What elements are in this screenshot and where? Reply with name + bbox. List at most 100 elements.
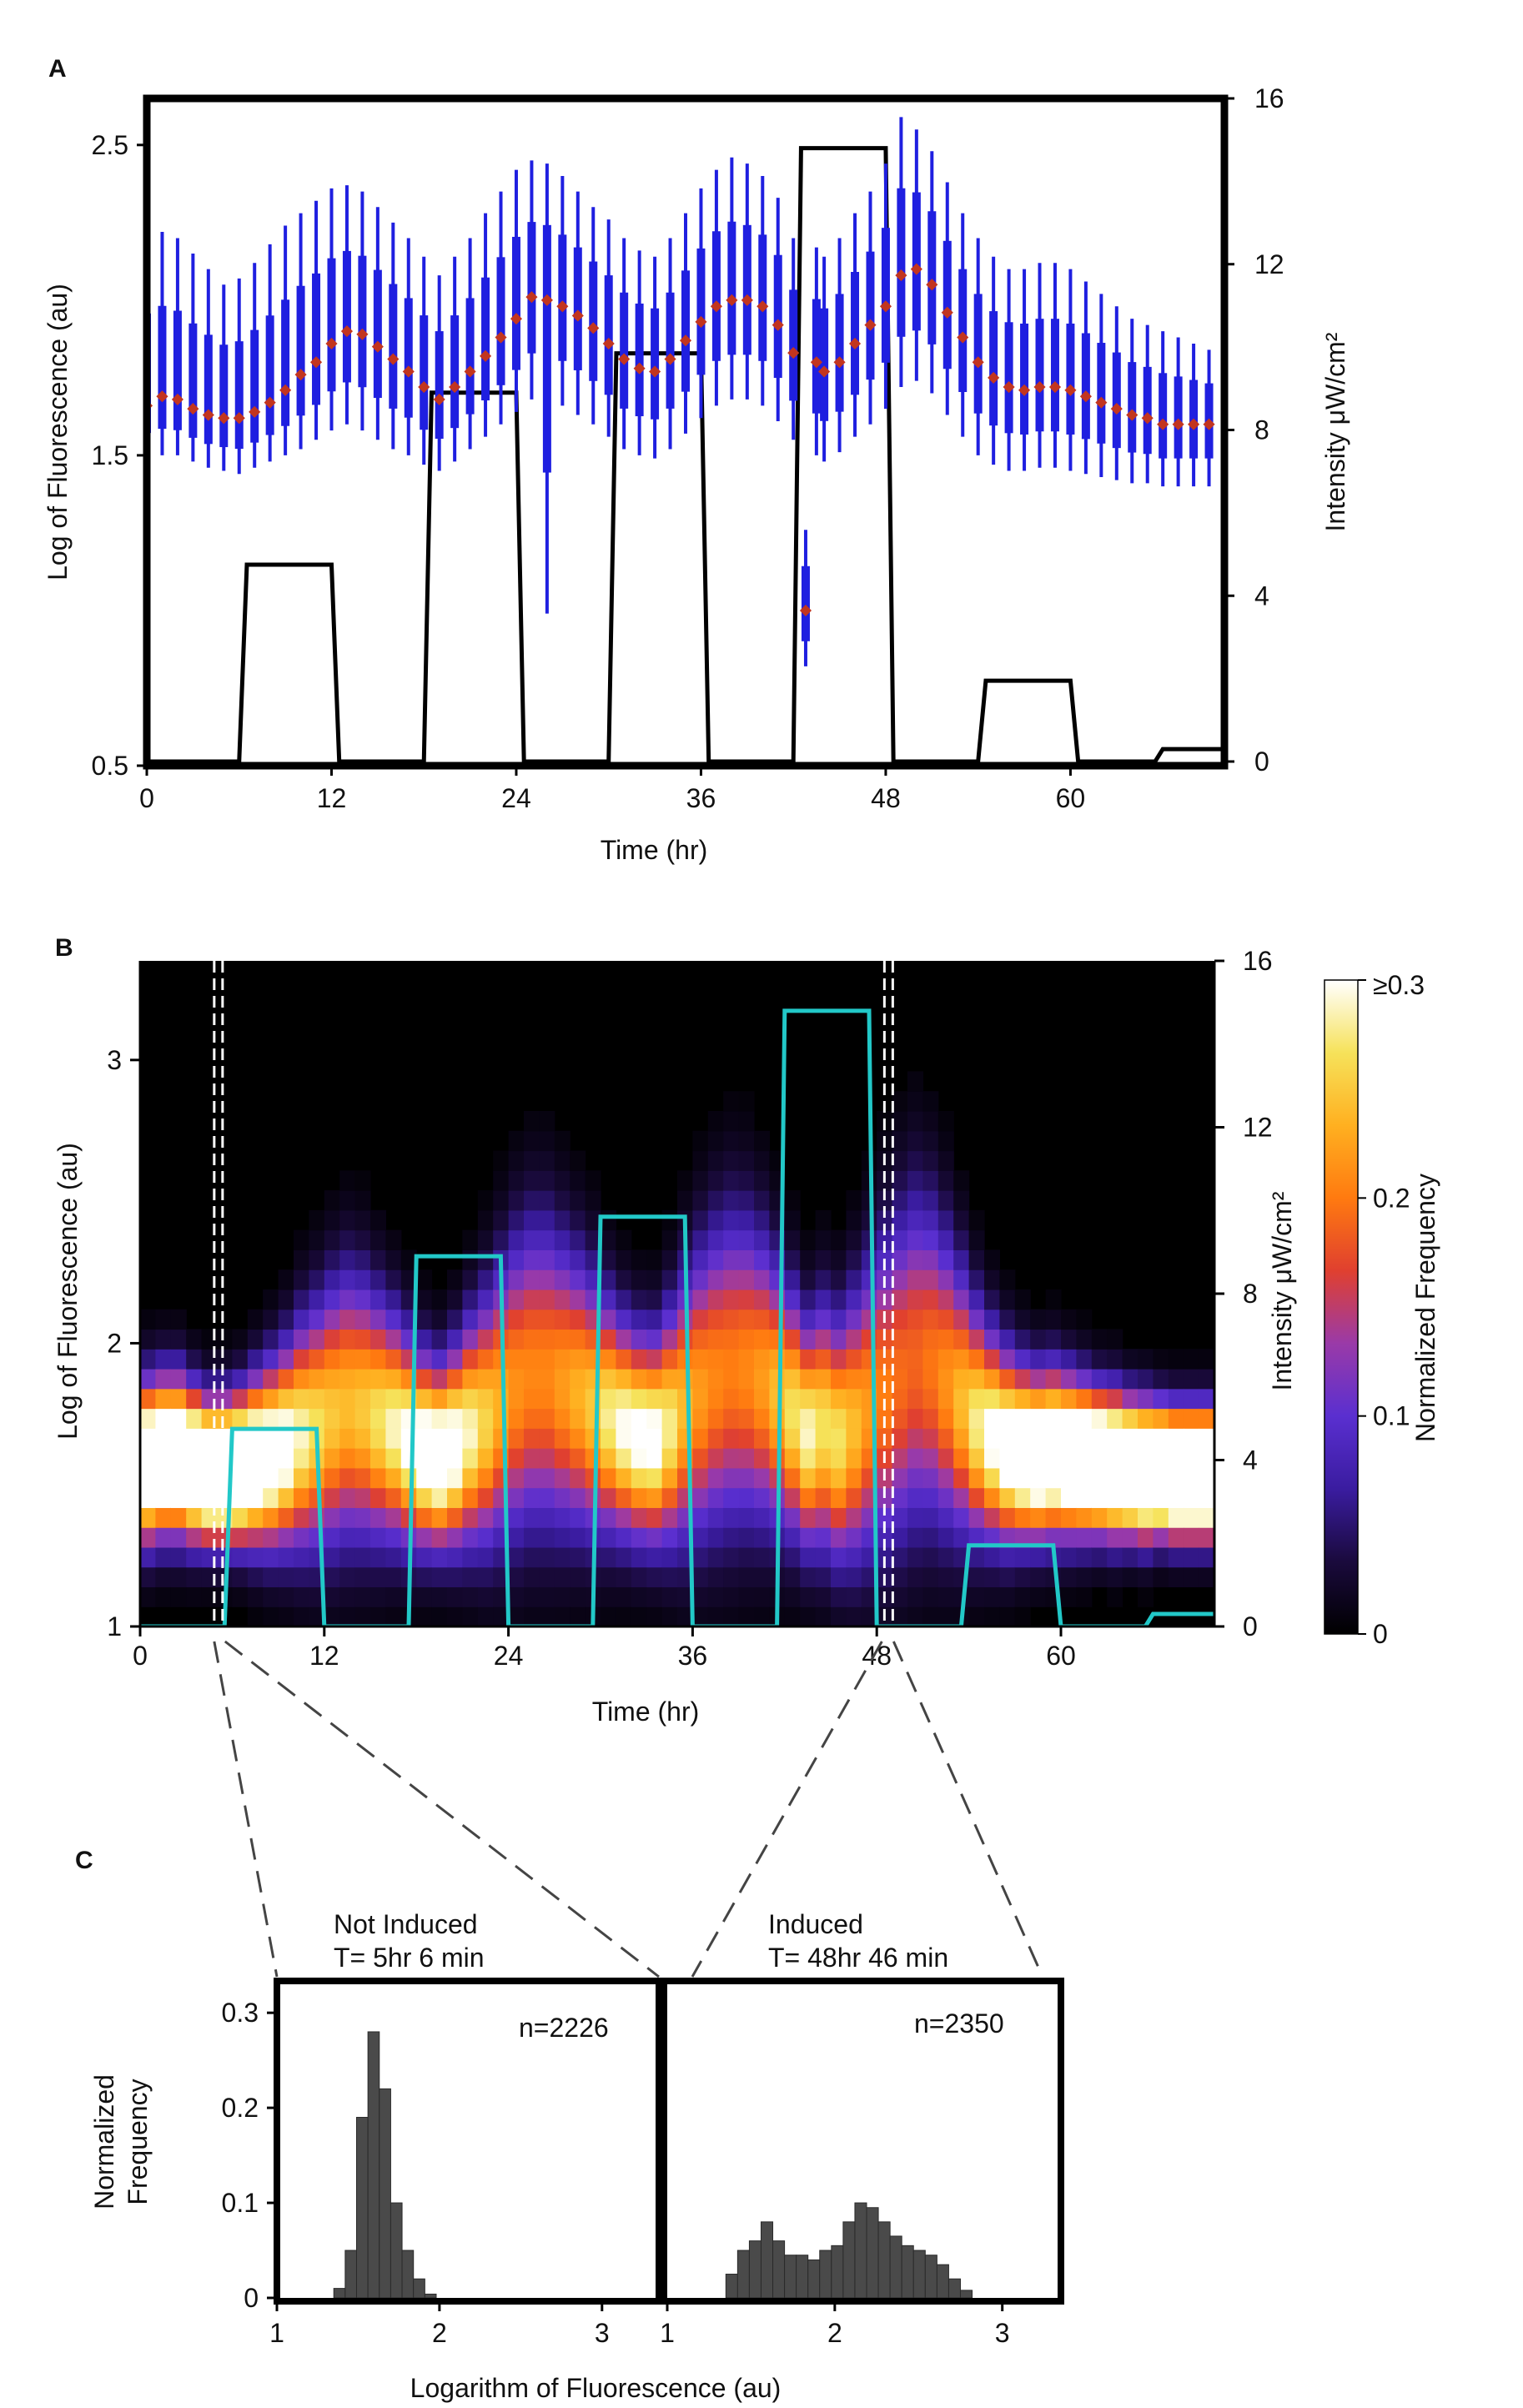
zoom-connector-lines bbox=[213, 1640, 1044, 1978]
heatmap-cell bbox=[754, 1487, 770, 1508]
heatmap-cell bbox=[907, 1110, 923, 1132]
median-marker bbox=[1126, 409, 1138, 421]
y-right-tick-label: 12 bbox=[1243, 1113, 1273, 1143]
heatmap-cell bbox=[907, 1606, 923, 1626]
heatmap-cell bbox=[984, 1368, 1000, 1390]
heatmap-cell bbox=[968, 1448, 985, 1469]
box-iqr bbox=[265, 315, 274, 435]
heatmap-cell bbox=[1045, 1428, 1062, 1449]
panel-c-left-n: n=2226 bbox=[519, 2013, 609, 2043]
heatmap-cell bbox=[1184, 1487, 1200, 1508]
heatmap-cell bbox=[937, 1170, 954, 1191]
heatmap-cell bbox=[800, 1388, 817, 1410]
heatmap-cell bbox=[968, 1229, 985, 1250]
heatmap-cell bbox=[493, 1586, 510, 1607]
median-marker bbox=[1048, 380, 1062, 394]
heatmap-cell bbox=[1199, 1368, 1214, 1390]
y-right-tick-label: 16 bbox=[1254, 83, 1284, 113]
heatmap-cell bbox=[1061, 1428, 1077, 1449]
heatmap-cell bbox=[1153, 1448, 1169, 1469]
panel-a-frame bbox=[143, 94, 1229, 770]
heatmap-cell bbox=[462, 1269, 479, 1290]
box-iqr bbox=[927, 211, 937, 344]
heatmap-cell bbox=[815, 1546, 832, 1568]
heatmap-cell bbox=[738, 1566, 755, 1588]
heatmap-cell bbox=[1091, 1467, 1108, 1489]
heatmap-cell bbox=[846, 1507, 862, 1528]
heatmap-cell bbox=[1168, 1566, 1184, 1588]
histogram-bar bbox=[924, 2255, 937, 2299]
heatmap-cell bbox=[616, 1527, 632, 1548]
heatmap-cell bbox=[524, 1467, 540, 1489]
heatmap-cell bbox=[999, 1368, 1016, 1390]
heatmap-cell bbox=[692, 1566, 709, 1588]
heatmap-cell bbox=[922, 1586, 939, 1607]
heatmap-cell bbox=[570, 1349, 586, 1370]
heatmap-cell bbox=[140, 1428, 156, 1449]
heatmap-cell bbox=[370, 1368, 386, 1390]
heatmap-cell bbox=[477, 1527, 494, 1548]
panel-b-ylabel-right: Intensity μW/cm² bbox=[1267, 1191, 1297, 1390]
box-iqr bbox=[327, 258, 336, 392]
heatmap-cell bbox=[462, 1606, 479, 1626]
panel-c-left-title: Not Induced bbox=[334, 1909, 478, 1939]
heatmap-cell bbox=[385, 1566, 402, 1588]
heatmap-cell bbox=[1030, 1507, 1047, 1528]
heatmap-cell bbox=[968, 1606, 985, 1626]
heatmap-cell bbox=[324, 1388, 340, 1410]
heatmap-cell bbox=[754, 1209, 770, 1231]
median-marker bbox=[664, 353, 676, 365]
heatmap-cell bbox=[1184, 1428, 1200, 1449]
heatmap-cell bbox=[601, 1269, 616, 1290]
y-right-tick-label: 8 bbox=[1243, 1279, 1258, 1309]
heatmap-cell bbox=[278, 1408, 294, 1429]
heatmap-cell bbox=[1168, 1428, 1184, 1449]
heatmap-cell bbox=[324, 1566, 340, 1588]
heatmap-cell bbox=[370, 1249, 386, 1270]
heatmap-cell bbox=[462, 1289, 479, 1310]
heatmap-cell bbox=[1107, 1448, 1123, 1469]
box-iqr bbox=[711, 231, 721, 361]
heatmap-cell bbox=[1153, 1408, 1169, 1429]
heatmap-cell bbox=[754, 1249, 770, 1270]
heatmap-cell bbox=[524, 1269, 540, 1290]
heatmap-cell bbox=[922, 1091, 939, 1112]
y-tick-label: 0.2 bbox=[222, 2093, 259, 2123]
heatmap-cell bbox=[968, 1467, 985, 1489]
heatmap-cell bbox=[707, 1566, 724, 1588]
heatmap-cell bbox=[539, 1209, 555, 1231]
heatmap-cell bbox=[601, 1368, 616, 1390]
heatmap-cell bbox=[554, 1566, 570, 1588]
heatmap-cell bbox=[324, 1349, 340, 1370]
heatmap-cell bbox=[1122, 1368, 1138, 1390]
median-marker bbox=[464, 365, 476, 378]
median-marker bbox=[649, 365, 661, 378]
heatmap-cell bbox=[370, 1289, 386, 1310]
heatmap-cell bbox=[1107, 1566, 1123, 1588]
heatmap-cell bbox=[339, 1507, 356, 1528]
heatmap-cell bbox=[339, 1388, 356, 1410]
heatmap-cell bbox=[140, 1507, 156, 1528]
heatmap-cell bbox=[937, 1329, 954, 1350]
heatmap-cell bbox=[570, 1190, 586, 1211]
heatmap-cell bbox=[508, 1170, 525, 1191]
heatmap-cell bbox=[508, 1269, 525, 1290]
heatmap-cell bbox=[462, 1349, 479, 1370]
heatmap-cell bbox=[385, 1249, 402, 1270]
heatmap-cell bbox=[631, 1408, 647, 1429]
heatmap-cell bbox=[477, 1566, 494, 1588]
heatmap-cell bbox=[570, 1170, 586, 1191]
heatmap-cell bbox=[431, 1428, 448, 1449]
heatmap-cell bbox=[309, 1408, 325, 1429]
heatmap-cell bbox=[354, 1329, 371, 1350]
heatmap-cell bbox=[1061, 1586, 1077, 1607]
heatmap-cell bbox=[707, 1130, 724, 1152]
heatmap-cell bbox=[815, 1368, 832, 1390]
histogram-bar bbox=[807, 2259, 821, 2299]
heatmap-cell bbox=[493, 1209, 510, 1231]
heatmap-cell bbox=[263, 1329, 279, 1350]
heatmap-cell bbox=[278, 1428, 294, 1449]
heatmap-cell bbox=[1122, 1448, 1138, 1469]
heatmap-cell bbox=[815, 1249, 832, 1270]
heatmap-cell bbox=[462, 1408, 479, 1429]
